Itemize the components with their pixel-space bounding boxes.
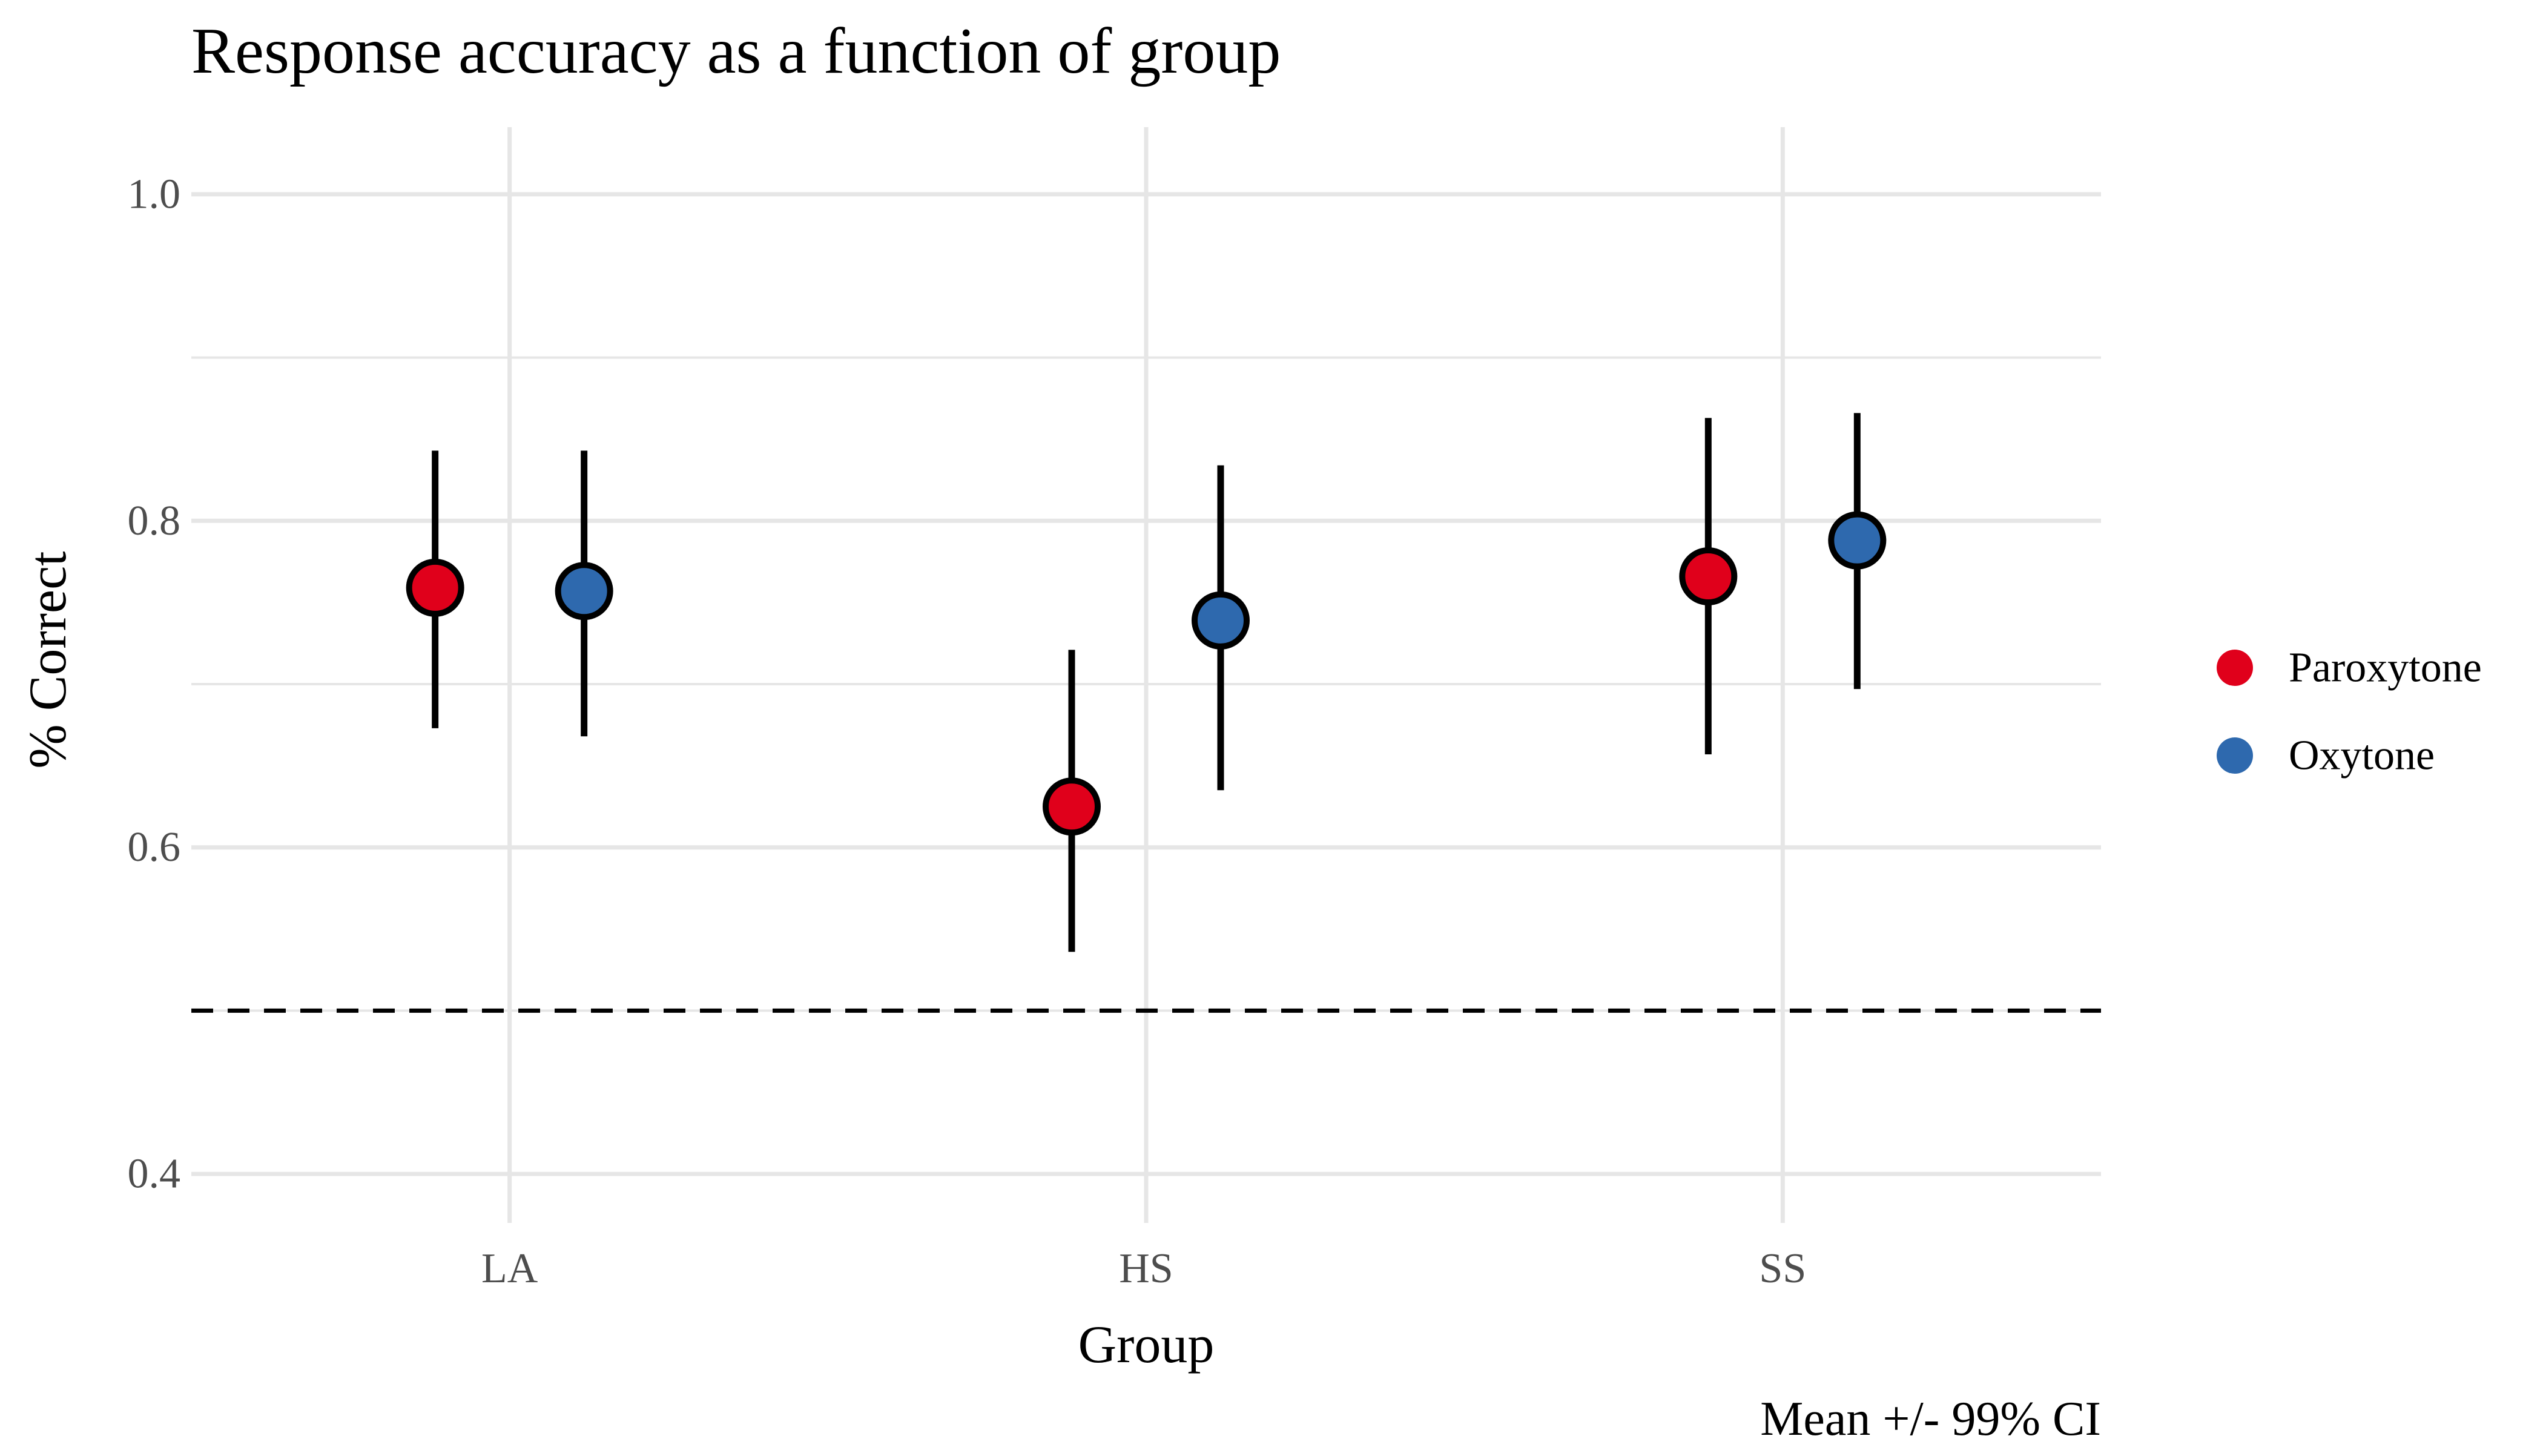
legend-item-paroxytone: Paroxytone	[2217, 645, 2482, 691]
y-tick-label: 0.8	[128, 498, 181, 544]
y-axis-title: % Correct	[19, 551, 78, 768]
y-tick-label: 0.6	[128, 824, 181, 871]
legend: Paroxytone Oxytone	[2217, 645, 2482, 779]
x-tick-label: HS	[1119, 1245, 1173, 1292]
marks-layer	[406, 413, 1887, 952]
point-oxytone	[555, 562, 613, 621]
point-oxytone	[1828, 511, 1887, 570]
point-paroxytone	[1043, 777, 1101, 836]
legend-item-oxytone: Oxytone	[2217, 733, 2435, 779]
chart-title: Response accuracy as a function of group	[191, 15, 1281, 87]
y-tick-label: 0.4	[128, 1151, 181, 1197]
axis-layer: 0.4 0.6 0.8 1.0 LA HS SS	[128, 171, 1807, 1292]
legend-label-paroxytone: Paroxytone	[2289, 645, 2482, 691]
legend-label-oxytone: Oxytone	[2289, 733, 2435, 779]
y-tick-label: 1.0	[128, 171, 181, 217]
x-tick-label: SS	[1759, 1245, 1806, 1292]
point-paroxytone	[406, 558, 464, 617]
chart-caption: Mean +/- 99% CI	[1760, 1392, 2101, 1446]
x-tick-label: LA	[481, 1245, 538, 1292]
point-paroxytone	[1679, 547, 1738, 605]
legend-key-paroxytone	[2217, 650, 2253, 686]
legend-key-oxytone	[2217, 737, 2253, 774]
x-axis-title: Group	[1078, 1316, 1215, 1374]
grid-layer	[191, 127, 2101, 1223]
point-oxytone	[1192, 591, 1250, 650]
